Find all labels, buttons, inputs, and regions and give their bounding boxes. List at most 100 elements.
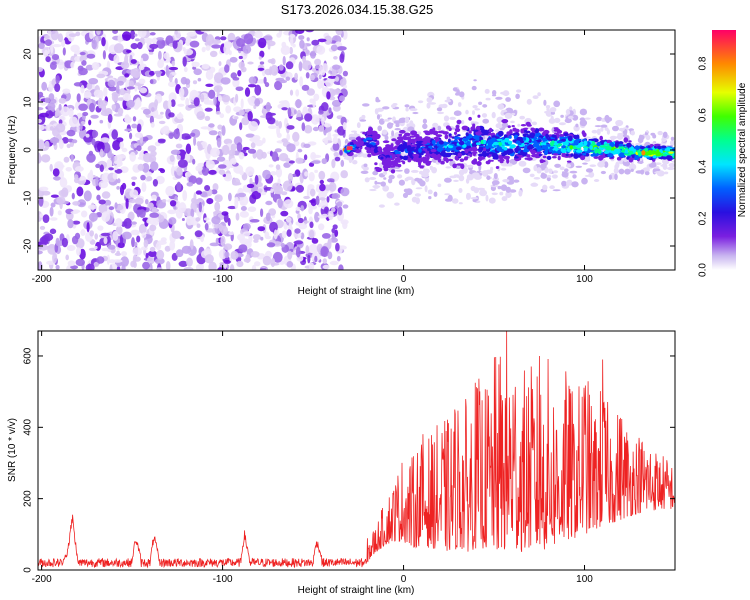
noise-cell bbox=[295, 246, 301, 258]
signal-cell bbox=[447, 138, 451, 144]
signal-halo-cell bbox=[429, 165, 434, 171]
noise-cell bbox=[312, 126, 319, 132]
noise-cell bbox=[79, 51, 86, 56]
noise-cell bbox=[201, 46, 206, 53]
signal-halo-cell bbox=[352, 160, 358, 165]
signal-halo-cell bbox=[406, 123, 413, 127]
x-tick-label: 0 bbox=[401, 274, 407, 285]
noise-cell bbox=[149, 115, 154, 125]
signal-cell bbox=[581, 130, 586, 136]
signal-halo-cell bbox=[382, 171, 388, 176]
noise-cell bbox=[306, 187, 310, 198]
signal-halo-cell bbox=[571, 181, 579, 188]
noise-cell bbox=[295, 116, 304, 121]
noise-cell bbox=[111, 91, 119, 102]
noise-cell bbox=[216, 86, 220, 97]
noise-cell bbox=[289, 46, 293, 55]
signal-cell bbox=[465, 132, 469, 137]
noise-cell bbox=[229, 56, 238, 63]
noise-cell bbox=[232, 77, 240, 81]
noise-cell bbox=[160, 126, 170, 135]
noise-cell bbox=[100, 110, 111, 117]
noise-cell bbox=[113, 43, 124, 54]
noise-cell bbox=[285, 217, 292, 223]
noise-cell bbox=[217, 95, 223, 102]
signal-cell bbox=[506, 158, 510, 164]
signal-halo-cell bbox=[426, 97, 433, 103]
noise-cell bbox=[122, 93, 131, 102]
signal-halo-cell bbox=[369, 188, 377, 192]
noise-cell bbox=[138, 223, 147, 234]
noise-cell bbox=[265, 212, 271, 222]
noise-cell bbox=[73, 82, 83, 87]
signal-cell bbox=[439, 151, 446, 156]
signal-halo-cell bbox=[511, 112, 516, 116]
noise-cell bbox=[116, 266, 121, 270]
noise-cell bbox=[277, 104, 284, 109]
noise-cell bbox=[314, 65, 320, 69]
noise-cell bbox=[125, 99, 135, 108]
noise-cell bbox=[168, 217, 177, 225]
signal-cell bbox=[382, 140, 390, 144]
signal-cell bbox=[388, 165, 396, 168]
noise-cell bbox=[257, 226, 266, 232]
noise-cell bbox=[280, 191, 288, 196]
noise-cell bbox=[143, 239, 149, 248]
noise-cell bbox=[286, 229, 292, 237]
signal-halo-cell bbox=[559, 166, 565, 171]
colorbar: 0.0 0.2 0.4 0.6 0.8 Normalized spectral ampl… bbox=[698, 30, 748, 277]
signal-cell bbox=[485, 145, 490, 150]
signal-cell bbox=[561, 145, 566, 149]
noise-cell bbox=[333, 56, 338, 60]
signal-cell bbox=[619, 152, 626, 158]
noise-cell bbox=[164, 245, 171, 252]
noise-cell bbox=[278, 30, 283, 36]
snr-series-line bbox=[38, 331, 675, 569]
signal-halo-cell bbox=[666, 166, 675, 171]
noise-cell bbox=[319, 183, 326, 192]
signal-halo-cell bbox=[579, 108, 588, 116]
noise-cell bbox=[88, 78, 99, 85]
signal-cell bbox=[543, 129, 550, 135]
noise-cell bbox=[269, 171, 277, 176]
noise-cell bbox=[230, 143, 237, 152]
noise-cell bbox=[331, 207, 336, 213]
signal-halo-cell bbox=[537, 92, 541, 97]
signal-halo-cell bbox=[473, 187, 480, 194]
signal-halo-cell bbox=[380, 181, 387, 187]
noise-cell bbox=[136, 145, 142, 152]
signal-cell bbox=[386, 154, 390, 159]
noise-cell bbox=[130, 43, 138, 50]
signal-cell bbox=[514, 147, 519, 154]
noise-cell bbox=[234, 198, 239, 209]
noise-cell bbox=[264, 231, 270, 240]
noise-cell bbox=[131, 237, 135, 248]
signal-cell bbox=[544, 145, 549, 152]
noise-cell bbox=[288, 160, 295, 164]
signal-halo-cell bbox=[473, 79, 477, 82]
signal-halo-cell bbox=[501, 196, 508, 202]
signal-halo-cell bbox=[394, 202, 400, 206]
signal-halo-cell bbox=[393, 120, 401, 125]
noise-cell bbox=[204, 107, 213, 112]
noise-cell bbox=[66, 265, 72, 270]
noise-cell bbox=[337, 206, 343, 216]
noise-cell bbox=[211, 216, 221, 225]
noise-cell bbox=[220, 235, 226, 247]
noise-cell bbox=[178, 87, 185, 98]
signal-halo-cell bbox=[485, 97, 491, 101]
signal-cell bbox=[377, 147, 383, 153]
signal-halo-cell bbox=[654, 162, 662, 165]
signal-halo-cell bbox=[554, 117, 561, 123]
noise-cell bbox=[185, 143, 192, 155]
noise-cell bbox=[324, 137, 328, 145]
noise-cell bbox=[192, 80, 198, 85]
noise-cell bbox=[255, 149, 264, 160]
signal-cell bbox=[444, 134, 449, 140]
noise-cell bbox=[204, 115, 211, 121]
signal-cell bbox=[358, 137, 362, 142]
signal-halo-cell bbox=[501, 122, 509, 128]
noise-cell bbox=[120, 256, 129, 267]
noise-cell bbox=[200, 234, 205, 243]
noise-cell bbox=[205, 159, 215, 170]
